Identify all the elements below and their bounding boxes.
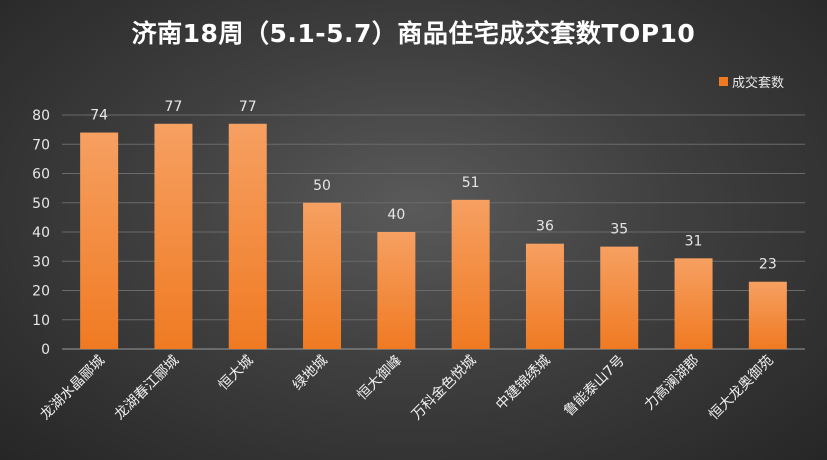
y-tick-label: 80 — [32, 108, 50, 124]
bar — [525, 243, 564, 349]
bar — [600, 246, 639, 349]
y-tick-label: 50 — [32, 196, 50, 212]
y-tick-label: 60 — [32, 167, 50, 183]
bar — [154, 123, 193, 350]
legend-swatch — [719, 77, 728, 86]
y-tick-label: 0 — [41, 342, 50, 358]
bar — [451, 199, 490, 349]
data-label: 51 — [462, 175, 480, 191]
bar — [377, 232, 416, 349]
x-tick-label: 中建锦绣城 — [492, 352, 554, 414]
x-tick-label: 鲁能泰山7号 — [561, 353, 628, 420]
y-tick-label: 40 — [32, 225, 50, 241]
chart-title: 济南18周（5.1-5.7）商品住宅成交套数TOP10 — [131, 19, 696, 48]
bar — [303, 202, 342, 349]
x-tick-label: 恒大龙奥御苑 — [705, 352, 776, 423]
y-tick-label: 30 — [32, 254, 50, 270]
data-label: 77 — [239, 99, 257, 115]
data-label: 23 — [759, 257, 777, 273]
y-tick-label: 20 — [32, 284, 50, 300]
x-tick-label: 力高澜湖郡 — [641, 352, 703, 414]
data-label: 36 — [536, 219, 554, 235]
y-tick-label: 10 — [32, 313, 50, 329]
x-tick-label: 绿地城 — [290, 353, 331, 394]
x-tick-label: 万科金色悦城 — [408, 352, 479, 423]
bar — [228, 123, 267, 350]
x-tick-label: 恒大御峰 — [354, 353, 405, 404]
x-tick-label: 龙湖春江郦城 — [112, 353, 183, 424]
legend-label: 成交套数 — [732, 76, 785, 91]
data-label: 35 — [610, 222, 628, 238]
data-label: 40 — [387, 207, 405, 223]
legend: 成交套数 — [719, 72, 784, 91]
x-tick-label: 龙湖水晶郦城 — [37, 353, 108, 424]
x-tick-label: 恒大城 — [216, 353, 257, 394]
data-label: 31 — [685, 233, 703, 249]
data-label: 74 — [90, 108, 108, 124]
y-tick-label: 70 — [32, 137, 50, 153]
bar — [80, 132, 119, 349]
bar — [674, 258, 713, 349]
data-label: 77 — [165, 99, 183, 115]
bar — [748, 281, 787, 349]
data-label: 50 — [313, 178, 331, 194]
